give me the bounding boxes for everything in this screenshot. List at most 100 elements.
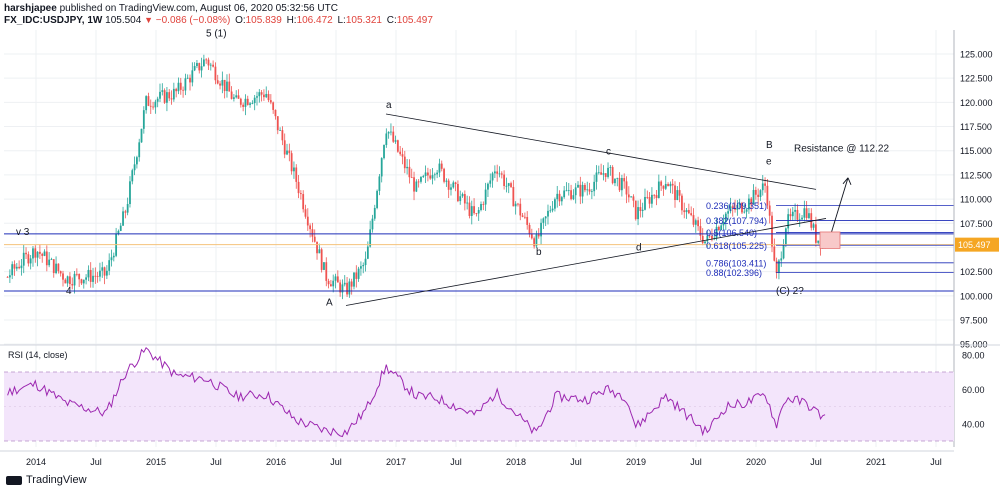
- candle-body: [260, 92, 263, 95]
- rsi-tick-label: 40.00: [962, 419, 985, 429]
- candle-body: [136, 157, 138, 165]
- candle-body: [549, 210, 552, 212]
- arrow-head-icon: [842, 177, 852, 185]
- candle-body: [808, 213, 810, 219]
- wave-label: A: [326, 297, 333, 308]
- time-tick-label: Jul: [450, 457, 462, 467]
- candle-body: [664, 183, 667, 189]
- price-zone-box: [819, 231, 841, 249]
- candle-body: [620, 178, 623, 191]
- candle-body: [184, 78, 187, 91]
- candle-body: [450, 187, 452, 190]
- candle-body: [145, 96, 148, 111]
- candle-body: [246, 98, 249, 105]
- candle-body: [299, 193, 302, 195]
- candle-body: [253, 97, 256, 104]
- tradingview-logo[interactable]: TradingView: [6, 474, 87, 486]
- low-value: 105.321: [345, 15, 382, 26]
- candle-body: [355, 272, 358, 279]
- low-label: L:: [337, 15, 346, 26]
- candle-body: [223, 79, 226, 92]
- candle-body: [431, 175, 434, 179]
- candle-body: [161, 90, 164, 92]
- candle-body: [43, 251, 46, 256]
- candle-body: [754, 189, 757, 195]
- candle-body: [360, 266, 362, 269]
- candle-body: [302, 194, 305, 210]
- candle-body: [768, 205, 771, 216]
- resistance-annotation: Resistance @ 112.22: [794, 144, 889, 155]
- wave-label: e: [766, 156, 772, 167]
- price-tick-label: 100.000: [960, 291, 993, 301]
- candle-body: [129, 181, 131, 205]
- time-tick-label: 2019: [626, 457, 646, 467]
- candle-body: [616, 177, 619, 179]
- candle-body: [560, 197, 563, 202]
- candle-body: [607, 167, 609, 177]
- candle-body: [577, 184, 579, 188]
- candle-body: [729, 206, 732, 212]
- candle-body: [579, 184, 582, 197]
- candle-body: [286, 150, 288, 155]
- candle-body: [653, 194, 656, 196]
- symbol-name: FX_IDC:USDJPY, 1W: [4, 15, 103, 26]
- candle-body: [533, 238, 536, 247]
- candle-body: [778, 260, 780, 273]
- price-tick-label: 107.500: [960, 219, 993, 229]
- candle-body: [406, 166, 409, 169]
- candle-body: [817, 240, 820, 243]
- candle-body: [96, 276, 99, 278]
- candle-body: [112, 255, 115, 258]
- candle-body: [232, 97, 235, 99]
- candle-body: [413, 177, 415, 192]
- candle-body: [625, 181, 628, 195]
- price-tick-label: 115.000: [960, 146, 992, 156]
- time-tick-label: 2018: [506, 457, 526, 467]
- candle-body: [343, 282, 346, 285]
- candle-body: [597, 172, 600, 174]
- fib-label: 0.618(105.225): [706, 241, 767, 251]
- candle-body: [179, 82, 182, 90]
- candle-body: [295, 167, 298, 182]
- candle-body: [681, 195, 683, 211]
- tradingview-logo-icon: [6, 475, 22, 485]
- candle-body: [604, 173, 607, 177]
- candle-body: [75, 273, 78, 275]
- candle-body: [463, 194, 466, 204]
- candle-body: [323, 262, 325, 270]
- candle-body: [734, 208, 736, 210]
- time-tick-label: Jul: [330, 457, 342, 467]
- candle-body: [477, 210, 480, 214]
- tradingview-brand: TradingView: [26, 474, 87, 486]
- candle-body: [309, 225, 312, 230]
- candle-body: [196, 63, 198, 67]
- candle-body: [523, 216, 526, 218]
- candle-body: [803, 208, 806, 218]
- candle-body: [771, 215, 773, 247]
- candle-body: [131, 170, 134, 182]
- rsi-tick-label: 80.00: [962, 350, 985, 360]
- time-tick-label: 2021: [866, 457, 886, 467]
- candle-body: [212, 64, 215, 67]
- candle-body: [701, 235, 704, 244]
- candle-body: [290, 153, 293, 172]
- candle-body: [69, 276, 71, 285]
- candle-body: [757, 194, 760, 197]
- candle-body: [182, 89, 184, 91]
- candle-body: [422, 175, 425, 177]
- candle-body: [565, 190, 568, 192]
- candle-body: [528, 224, 531, 235]
- candle-body: [122, 211, 124, 226]
- candle-body: [22, 252, 25, 266]
- candle-body: [334, 276, 337, 281]
- candle-body: [133, 164, 136, 171]
- candle-body: [209, 64, 212, 66]
- wave-label: B: [766, 140, 773, 151]
- candle-body: [521, 215, 524, 217]
- candle-body: [385, 133, 388, 145]
- last-price: 105.504: [105, 15, 142, 26]
- candle-body: [276, 116, 279, 131]
- candle-body: [784, 228, 787, 245]
- candle-body: [461, 194, 464, 197]
